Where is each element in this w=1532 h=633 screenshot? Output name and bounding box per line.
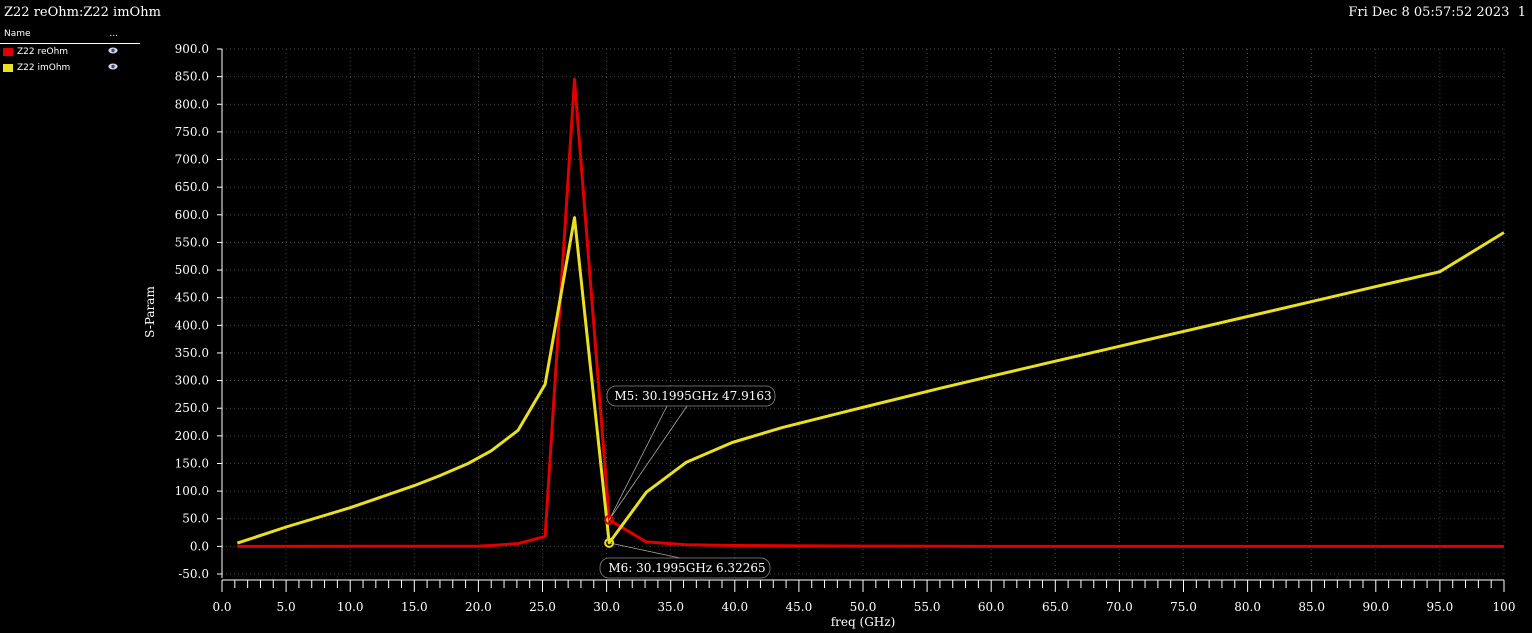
- series-line-re[interactable]: [237, 77, 1504, 548]
- marker-label-box[interactable]: [599, 557, 771, 579]
- legend-label-im: Z22 imOhm: [17, 63, 71, 73]
- y-tick-label: 100.0: [175, 484, 209, 498]
- x-tick-label: 75.0: [1170, 600, 1197, 614]
- x-tick-label: 0.0: [212, 600, 231, 614]
- x-tick-label: 30.0: [593, 600, 620, 614]
- y-tick-label: 700.0: [175, 153, 209, 167]
- grid-lines: [221, 48, 1505, 575]
- visibility-eye-icon[interactable]: [108, 47, 118, 54]
- markers: M5: 30.1995GHz 47.9163 M6: 30.1995GHz 6.3…: [599, 385, 776, 579]
- legend-item-re[interactable]: Z22 reOhm: [0, 44, 140, 60]
- marker-leader: [608, 405, 688, 521]
- traces: [236, 77, 1505, 548]
- legend-item-im[interactable]: Z22 imOhm: [0, 60, 140, 76]
- y-tick-label: 650.0: [175, 180, 209, 194]
- marker-point-m6[interactable]: [604, 537, 615, 548]
- marker-label-m6: M6: 30.1995GHz 6.32265: [608, 561, 765, 575]
- y-tick-label: -50.0: [178, 567, 209, 581]
- plot-title: Z22 reOhm:Z22 imOhm: [4, 5, 161, 20]
- y-tick-label: 600.0: [175, 208, 209, 222]
- x-tick-label: 20.0: [465, 600, 492, 614]
- legend-label-re: Z22 reOhm: [17, 47, 69, 57]
- y-tick-label: 400.0: [175, 318, 209, 332]
- page-number: 1: [1517, 5, 1526, 20]
- axes: -50.0 0.0 50.0 100.0 150.0 200.0 250.0 300.0 350…: [175, 42, 1516, 614]
- y-tick-label: 750.0: [175, 125, 209, 139]
- x-tick-label: 70.0: [1106, 600, 1133, 614]
- y-tick-label: 150.0: [175, 456, 209, 470]
- y-tick-label: 500.0: [175, 263, 209, 277]
- y-tick-label: 450.0: [175, 291, 209, 305]
- x-tick-label: 80.0: [1234, 600, 1261, 614]
- y-tick-label: 300.0: [175, 374, 209, 388]
- x-tick-label: 55.0: [914, 600, 941, 614]
- y-axis-title: S-Param: [143, 286, 157, 338]
- x-tick-label: 100: [1493, 600, 1516, 614]
- x-tick-label: 40.0: [721, 600, 748, 614]
- x-tick-label: 60.0: [978, 600, 1005, 614]
- datetime-text: Fri Dec 8 05:57:52 2023: [1348, 5, 1510, 20]
- legend-swatch-re: [3, 48, 13, 56]
- x-tick-label: 35.0: [657, 600, 684, 614]
- legend-col-more[interactable]: ...: [109, 29, 118, 39]
- datetime-stamp: Fri Dec 8 05:57:52 2023 1: [1348, 5, 1526, 20]
- x-tick-label: 65.0: [1042, 600, 1069, 614]
- x-tick-label: 45.0: [786, 600, 813, 614]
- x-tick-label: 15.0: [401, 600, 428, 614]
- y-tick-label: 0.0: [190, 539, 209, 553]
- marker-label-box[interactable]: [606, 385, 776, 407]
- y-tick-label: 350.0: [175, 346, 209, 360]
- x-tick-label: 5.0: [277, 600, 296, 614]
- visibility-eye-icon[interactable]: [108, 63, 118, 70]
- series-line-im[interactable]: [236, 216, 1505, 545]
- marker-label-m5: M5: 30.1995GHz 47.9163: [614, 389, 771, 403]
- legend-header: Name ...: [0, 27, 140, 44]
- legend-col-name[interactable]: Name: [4, 29, 31, 39]
- marker-point-m5[interactable]: [604, 514, 615, 525]
- y-tick-label: 850.0: [175, 70, 209, 84]
- legend-swatch-im: [3, 64, 13, 72]
- x-tick-label: 90.0: [1362, 600, 1389, 614]
- y-tick-label: 250.0: [175, 401, 209, 415]
- marker-leader: [608, 405, 668, 521]
- marker-leader: [609, 542, 681, 559]
- trace-legend: Name ... Z22 reOhm Z22 imOhm: [0, 27, 140, 76]
- y-tick-label: 50.0: [182, 512, 209, 526]
- y-tick-label: 900.0: [175, 42, 209, 56]
- x-tick-label: 10.0: [337, 600, 364, 614]
- x-tick-label: 95.0: [1427, 600, 1454, 614]
- x-tick-label: 85.0: [1298, 600, 1325, 614]
- y-tick-label: 550.0: [175, 235, 209, 249]
- x-tick-label: 50.0: [850, 600, 877, 614]
- x-tick-label: 25.0: [529, 600, 556, 614]
- y-tick-label: 200.0: [175, 429, 209, 443]
- y-tick-label: 800.0: [175, 97, 209, 111]
- x-axis-title: freq (GHz): [831, 615, 896, 629]
